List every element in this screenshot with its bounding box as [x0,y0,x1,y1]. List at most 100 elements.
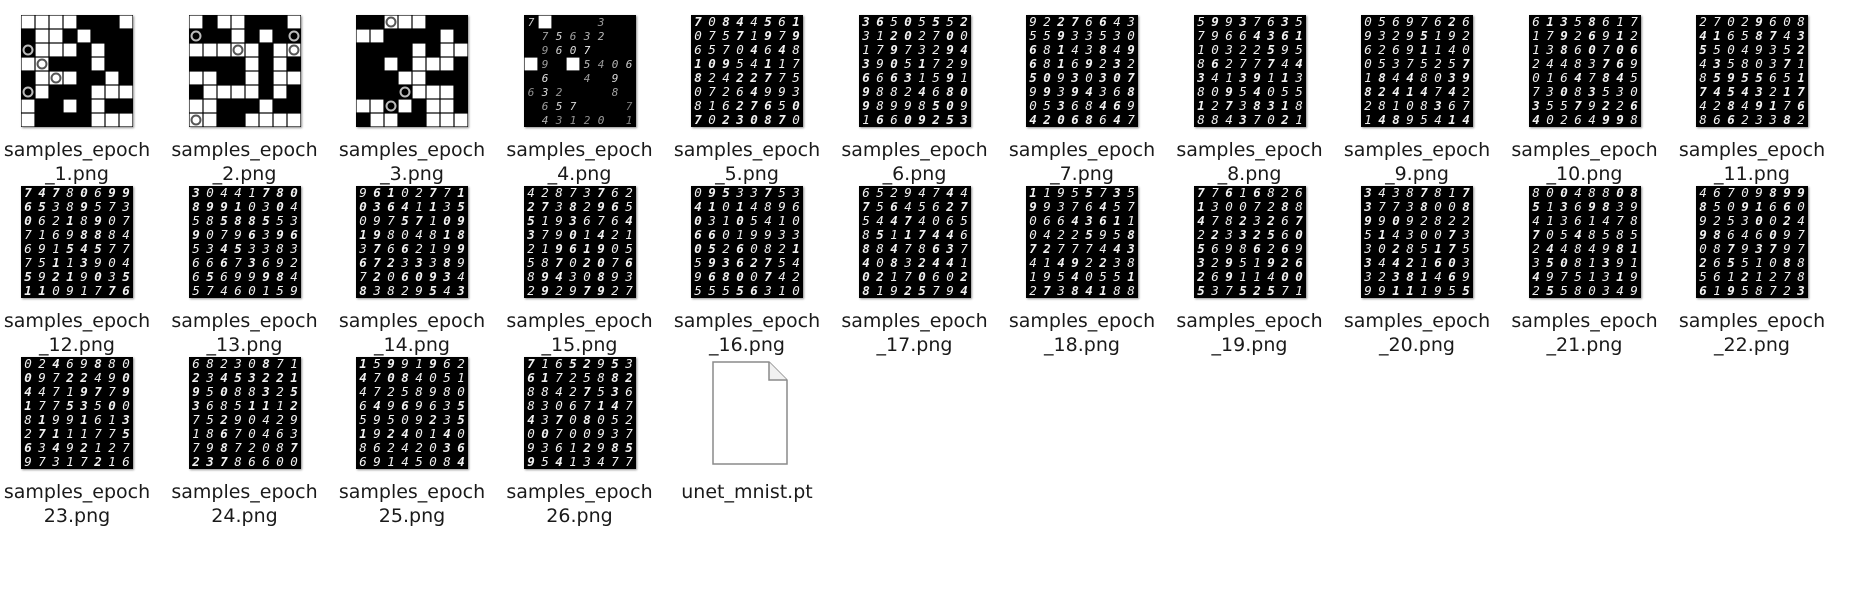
svg-text:5: 5 [1783,42,1791,57]
svg-text:4: 4 [597,58,604,71]
svg-text:2: 2 [721,112,730,127]
svg-text:9: 9 [792,28,800,43]
svg-text:3: 3 [1545,42,1554,57]
svg-text:1: 1 [960,70,968,85]
svg-text:5: 5 [569,357,577,371]
svg-text:7: 7 [750,98,758,113]
svg-text:2: 2 [457,357,465,371]
svg-text:0: 0 [1295,227,1303,242]
svg-text:1: 1 [1755,199,1763,214]
svg-text:6: 6 [24,440,32,455]
svg-text:5: 5 [1420,28,1428,43]
svg-text:3: 3 [791,84,800,99]
file-item[interactable]: 7 3 7 5 6 3 2 9 6 0 7 9 5 4 0 6 6 4 9 6 3 2 8 6 5 7 7 4 3 1 2 0 1 samples… [505,0,655,196]
svg-text:2: 2 [611,283,619,298]
svg-text:2: 2 [1391,241,1400,256]
svg-text:9: 9 [1225,269,1233,284]
svg-text:3: 3 [1238,70,1247,85]
svg-text:1: 1 [38,227,46,242]
svg-text:7: 7 [1783,269,1791,284]
svg-text:5: 5 [1783,70,1791,85]
svg-text:6: 6 [527,86,534,99]
svg-text:2: 2 [1796,42,1805,57]
svg-text:2: 2 [261,370,270,385]
svg-text:6: 6 [220,255,228,270]
svg-text:0: 0 [722,227,730,242]
svg-text:1: 1 [359,357,367,371]
svg-text:0: 0 [1392,213,1400,228]
file-item[interactable]: samples_epoch _3.png [337,0,487,196]
svg-text:5: 5 [401,384,409,399]
svg-text:7: 7 [1295,213,1303,228]
svg-text:3: 3 [1363,186,1372,200]
svg-text:4: 4 [443,426,451,441]
svg-text:7: 7 [611,255,619,270]
svg-text:2: 2 [749,255,758,270]
svg-text:2: 2 [1239,42,1247,57]
svg-text:1: 1 [625,227,633,242]
svg-text:8: 8 [1127,84,1135,99]
svg-text:9: 9 [1699,213,1707,228]
svg-text:1: 1 [1448,186,1456,200]
svg-text:5: 5 [1239,283,1247,298]
file-item[interactable]: unet_mnist.pt [672,342,822,538]
svg-text:5: 5 [1043,28,1051,43]
svg-text:6: 6 [611,199,619,214]
svg-text:0: 0 [1546,227,1554,242]
svg-text:6: 6 [1783,199,1791,214]
svg-text:3: 3 [1531,98,1540,113]
svg-text:1: 1 [792,15,800,29]
svg-text:6: 6 [1295,255,1303,270]
svg-text:4: 4 [220,241,228,256]
file-item[interactable]: samples_epoch _2.png [170,0,320,196]
svg-text:3: 3 [1112,186,1121,200]
svg-text:8: 8 [611,370,619,385]
svg-text:4: 4 [52,357,60,371]
svg-text:6: 6 [262,255,270,270]
svg-text:9: 9 [1616,255,1624,270]
svg-text:6: 6 [248,454,256,469]
svg-text:0: 0 [24,213,32,228]
svg-text:2: 2 [1797,112,1805,127]
svg-text:7: 7 [1127,70,1135,85]
file-item[interactable]: samples_epoch _1.png [2,0,152,196]
svg-text:7: 7 [625,398,633,413]
svg-text:1: 1 [1797,70,1805,85]
svg-text:1: 1 [1113,213,1121,228]
svg-text:2: 2 [708,70,716,85]
svg-text:1: 1 [80,412,88,427]
svg-text:9: 9 [1253,70,1261,85]
svg-text:0: 0 [1057,112,1065,127]
svg-text:2: 2 [1769,269,1777,284]
svg-text:2: 2 [1210,227,1219,242]
svg-text:5: 5 [206,269,214,284]
svg-text:7: 7 [1769,241,1777,256]
svg-text:4: 4 [1267,269,1275,284]
svg-text:9: 9 [778,199,786,214]
svg-text:5: 5 [555,30,562,43]
